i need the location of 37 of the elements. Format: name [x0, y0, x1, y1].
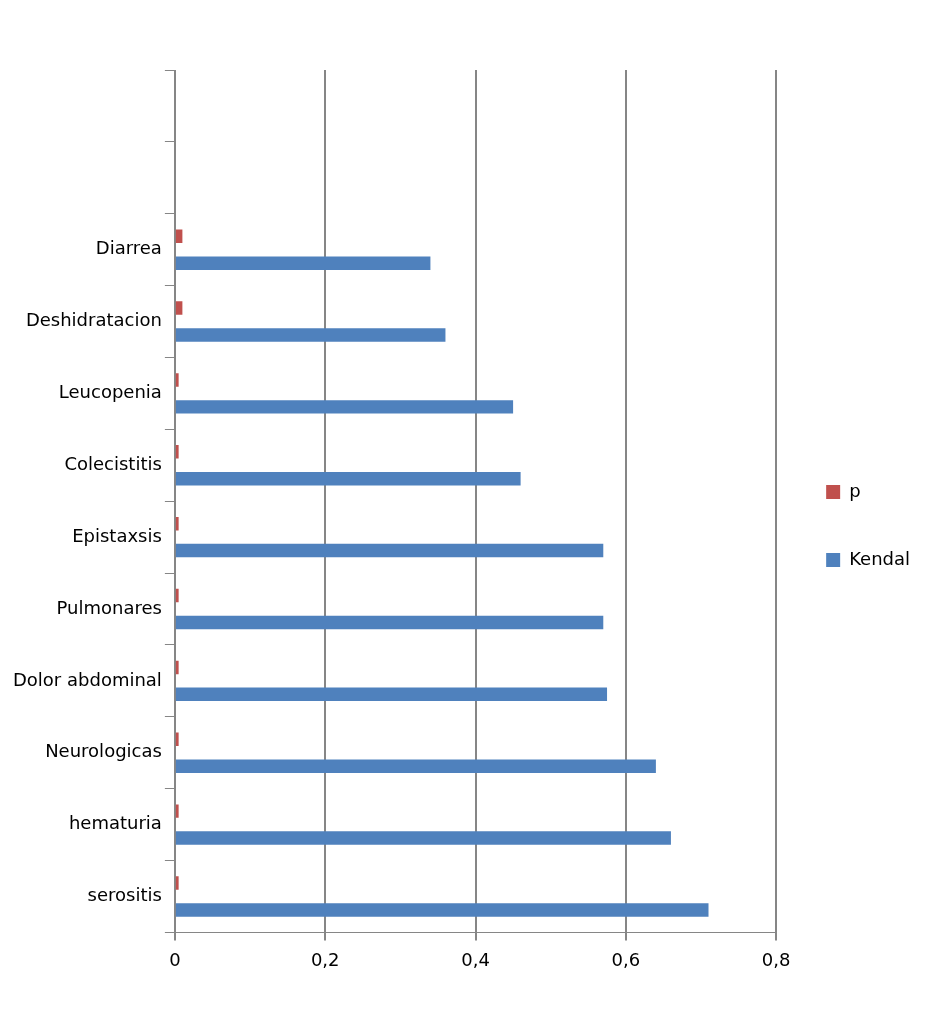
y-tick-label: hematuria: [68, 812, 162, 834]
y-tick-label: Neurologicas: [45, 740, 162, 762]
bar: [175, 229, 183, 243]
bar: [175, 876, 179, 890]
y-tick-label: Dolor abdominal: [12, 668, 162, 690]
bar: [175, 759, 656, 773]
x-tick-label: 0,4: [461, 948, 490, 970]
y-tick-label: Deshidratacion: [25, 309, 162, 331]
bar: [175, 687, 608, 702]
bar: [175, 301, 183, 315]
bar: [175, 588, 179, 603]
x-tick-label: 0,2: [310, 948, 340, 970]
y-tick-label: Pulmonares: [56, 596, 162, 618]
y-tick-label: Colecistitis: [64, 452, 162, 474]
bar: [175, 732, 179, 746]
bar: [175, 328, 446, 342]
x-tick-label: 0,8: [761, 948, 791, 970]
legend-label: p: [849, 479, 861, 501]
bar: [175, 373, 179, 387]
y-tick-label: Diarrea: [95, 237, 162, 259]
y-tick-label: Epistaxsis: [72, 524, 162, 546]
bar: [175, 516, 179, 531]
y-tick-label: serositis: [87, 884, 162, 906]
bar: [175, 615, 604, 630]
bar: [175, 831, 671, 845]
legend-label: Kendal: [849, 547, 911, 569]
y-tick-label: Leucopenia: [58, 381, 162, 403]
bar: [175, 400, 514, 414]
bar: [175, 804, 179, 818]
bar: [175, 256, 431, 270]
x-tick-label: 0: [169, 948, 181, 970]
bar: [175, 445, 179, 459]
bar: [175, 903, 709, 917]
bar: [175, 472, 521, 486]
bar: [175, 660, 179, 675]
x-tick-label: 0,6: [611, 948, 641, 970]
bar: [175, 543, 604, 558]
